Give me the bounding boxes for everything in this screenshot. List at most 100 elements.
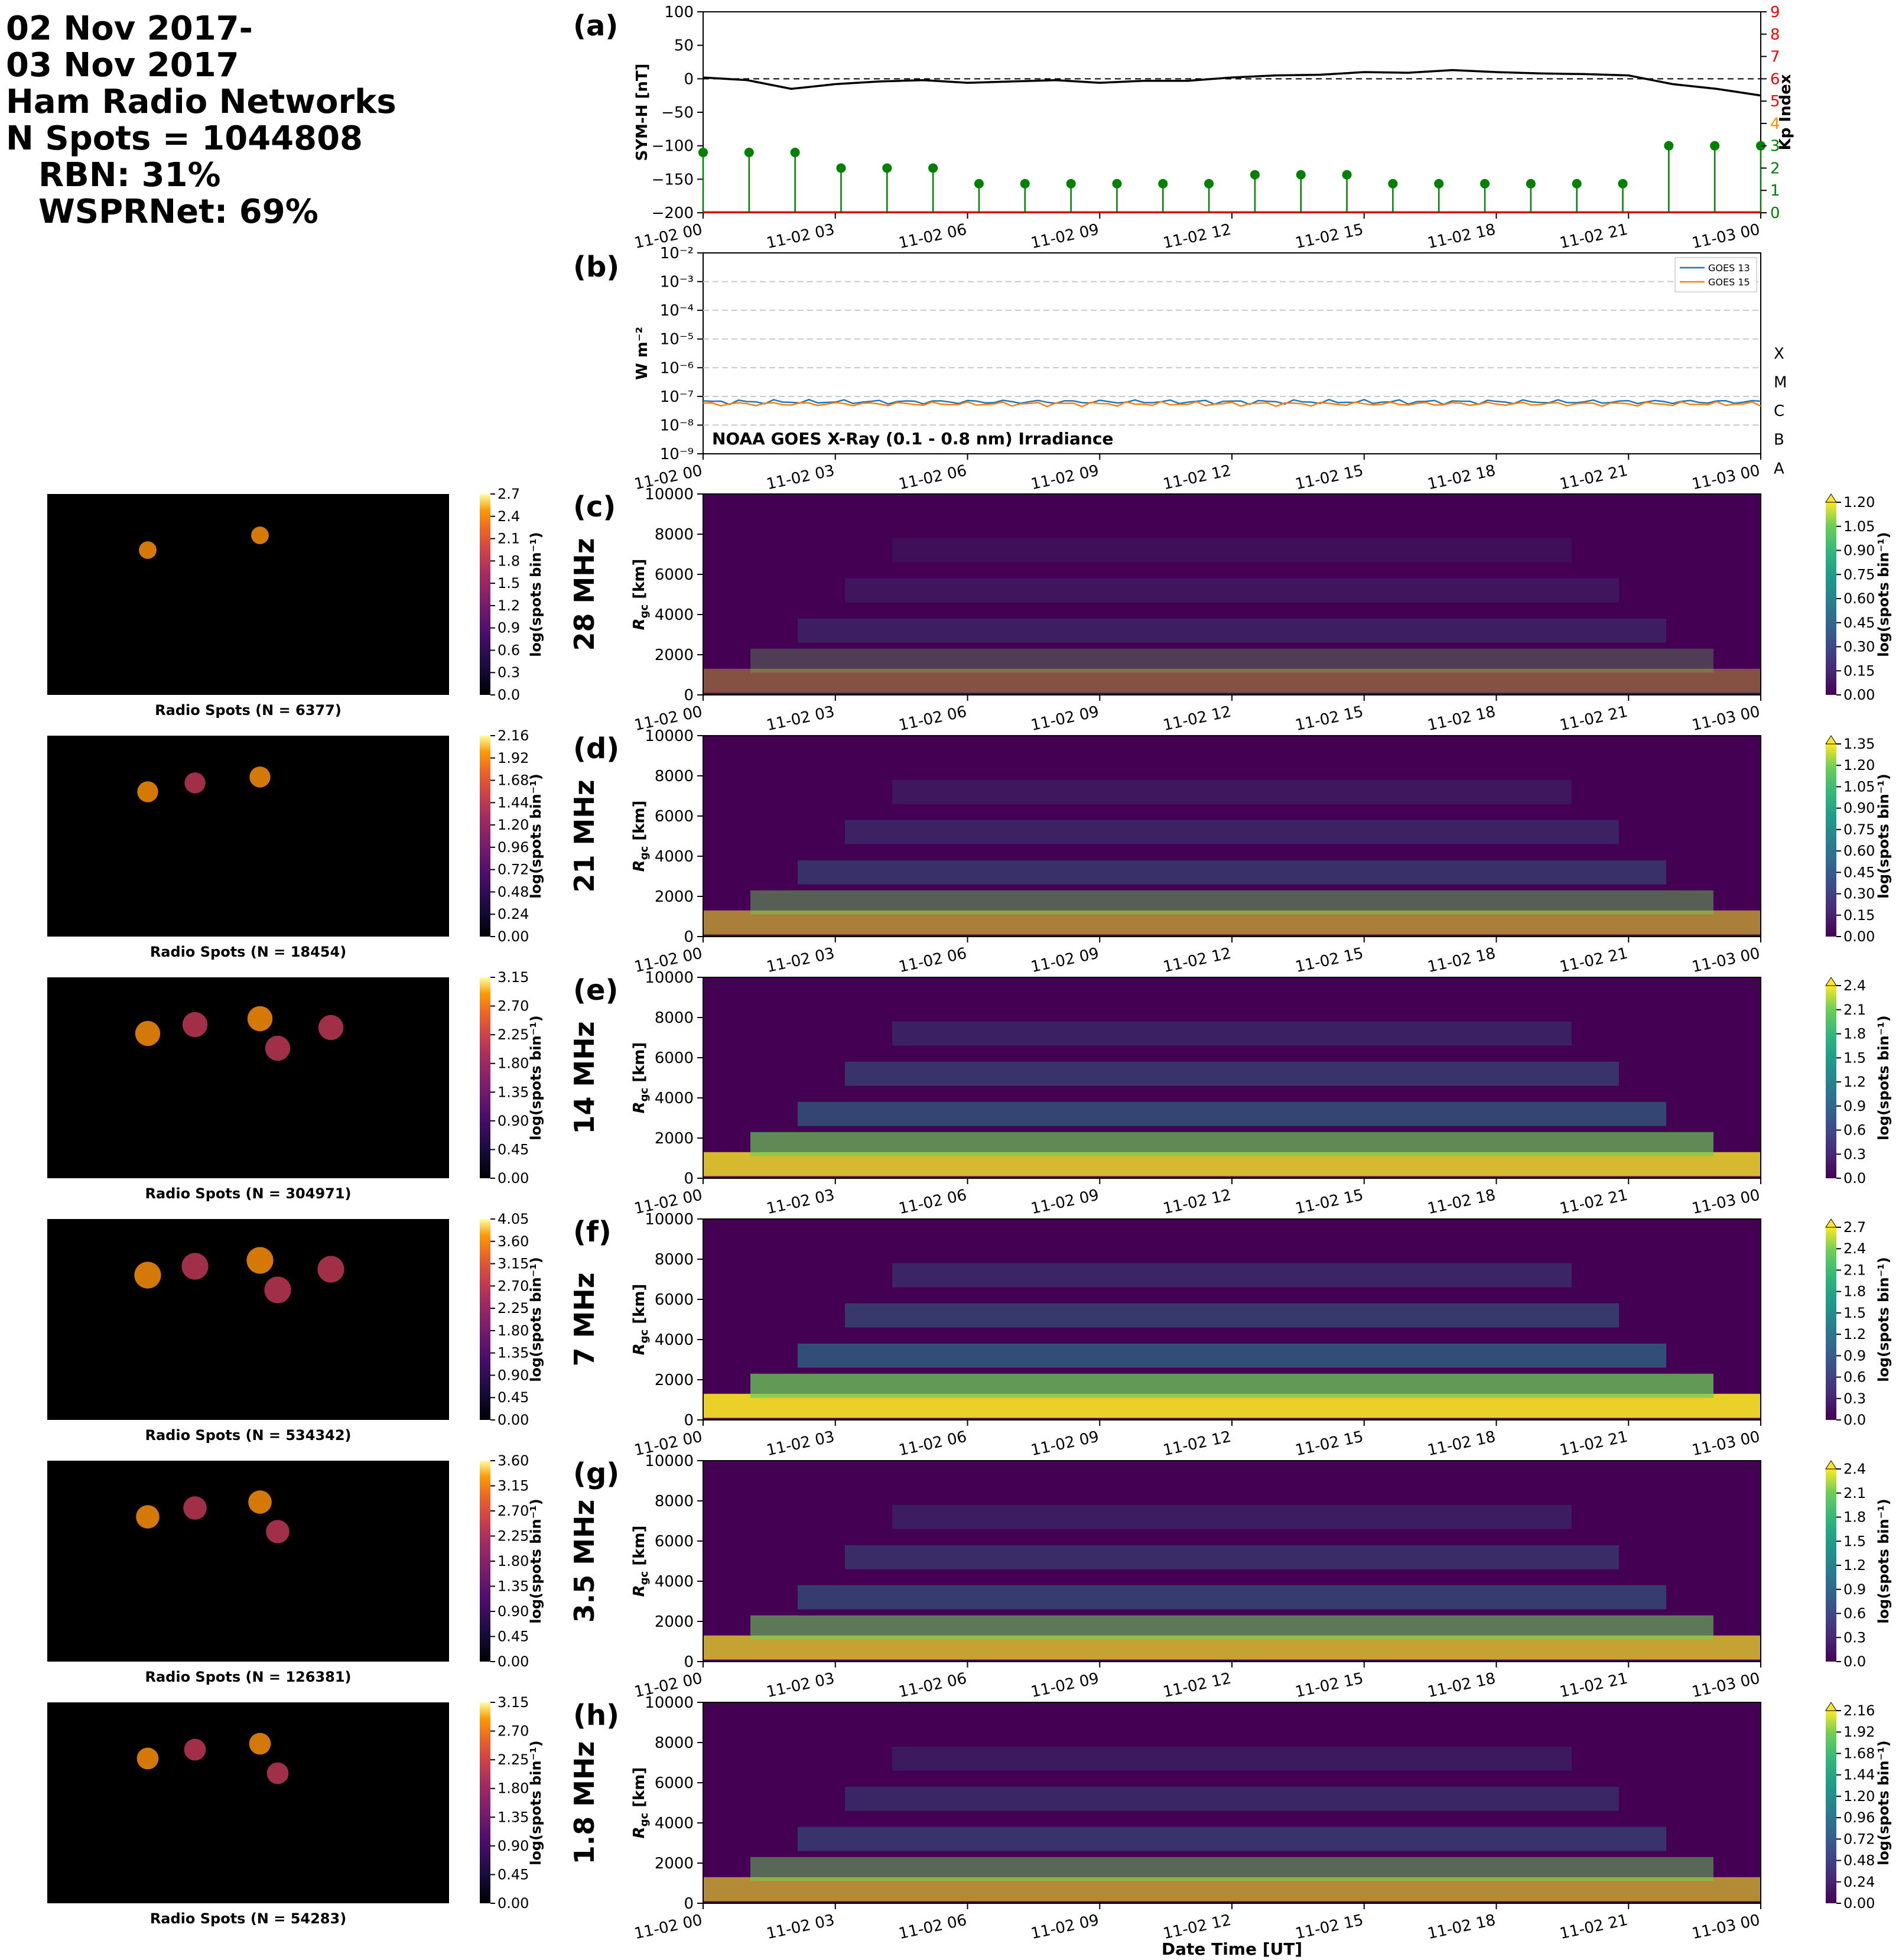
x-tick-label: 11-02 18 xyxy=(1426,1428,1497,1460)
x-tick-label: 11-02 09 xyxy=(1029,1670,1101,1702)
cbar-tick-label: 0.0 xyxy=(1843,1170,1866,1187)
kp-marker xyxy=(1250,170,1260,180)
cbar-label: log(spots bin⁻¹) xyxy=(1875,532,1892,657)
rti-density-band xyxy=(845,1545,1619,1569)
x-tick-label: 11-02 00 xyxy=(633,1912,704,1943)
x-tick-label: 11-02 06 xyxy=(897,703,968,735)
cbar-tick-label: 1.05 xyxy=(1843,518,1875,535)
spot-count-label: Radio Spots (N = 534342) xyxy=(145,1427,351,1444)
rti-density-band xyxy=(750,1857,1713,1881)
y-tick-label: 6000 xyxy=(655,1291,694,1309)
band-row: Radio Spots (N = 6377) 2.7 2.4 2.1 1.8 1.5 1.2… xyxy=(47,486,1892,734)
cbar-tick-label: 0.15 xyxy=(1843,907,1875,924)
rti-density-band xyxy=(892,1746,1572,1771)
cbar-tick-label: 0.30 xyxy=(1843,639,1875,655)
cbar-tick-label: 0.45 xyxy=(497,1866,529,1883)
cbar-label: log(spots bin⁻¹) xyxy=(528,1740,544,1865)
spot-cluster xyxy=(184,1738,206,1761)
cbar-tick-label: 2.1 xyxy=(497,531,520,547)
y-tick-label: 0 xyxy=(684,687,694,704)
y2-tick-label: 2 xyxy=(1770,160,1780,177)
map-colorbar xyxy=(480,494,490,695)
cbar-tick-label: 2.70 xyxy=(497,998,529,1015)
world-map xyxy=(47,494,449,695)
rti-density-band xyxy=(798,1101,1666,1126)
cbar-tick-label: 3.15 xyxy=(497,969,529,986)
spot-cluster xyxy=(136,1505,160,1529)
rti-colorbar xyxy=(1826,986,1836,1178)
cbar-tick-label: 1.44 xyxy=(1843,1767,1875,1783)
spot-cluster xyxy=(249,1733,271,1755)
plot-frame xyxy=(703,11,1761,213)
cbar-tick-label: 0.3 xyxy=(497,664,520,681)
x-tick-label: 11-02 09 xyxy=(1029,221,1101,253)
spot-cluster xyxy=(183,1496,207,1520)
cbar-tick-label: 1.20 xyxy=(1843,1788,1875,1805)
kp-marker xyxy=(1020,178,1030,188)
panel-b: (b) 10⁻² 10⁻³ 10⁻⁴ 10⁻⁵ 10⁻⁶ 10⁻⁷ 10⁻⁸ 10⁻⁹ XMCBA… xyxy=(573,245,1787,493)
cbar-tick-label: 0.6 xyxy=(1843,1122,1866,1139)
spot-count-label: Radio Spots (N = 18454) xyxy=(150,944,346,960)
cbar-extend-arrow xyxy=(1825,977,1837,986)
y-tick-label: 10⁻⁵ xyxy=(660,331,694,349)
y-axis-label: Rgc [km] xyxy=(630,1767,651,1839)
cbar-tick-label: 1.2 xyxy=(1843,1557,1866,1574)
cbar-tick-label: 0.9 xyxy=(497,620,520,636)
kp-marker xyxy=(1158,178,1168,188)
x-tick-label: 11-03 00 xyxy=(1690,1912,1762,1943)
x-tick-label: 11-02 06 xyxy=(897,221,968,253)
cbar-tick-label: 0.00 xyxy=(497,1412,529,1428)
cbar-label: log(spots bin⁻¹) xyxy=(528,1257,544,1382)
rti-density-band xyxy=(892,1263,1572,1288)
y-tick-label: 6000 xyxy=(655,566,694,584)
flare-class-label: B xyxy=(1774,431,1784,449)
cbar-label: log(spots bin⁻¹) xyxy=(1875,1257,1892,1382)
rti-density-band xyxy=(703,668,1761,693)
cbar-tick-label: 1.80 xyxy=(497,1322,529,1339)
rti-density-band xyxy=(798,860,1666,885)
band-frequency-label: 7 MHz xyxy=(568,1272,600,1366)
rti-density-band xyxy=(892,779,1572,804)
goes-series-line xyxy=(703,401,1761,408)
x-tick-label: 11-03 00 xyxy=(1690,221,1762,253)
y-tick-label: 2000 xyxy=(655,1130,694,1148)
cbar-tick-label: 1.35 xyxy=(497,1809,529,1825)
x-tick-label: 11-02 03 xyxy=(765,1428,837,1460)
title-block: 02 Nov 2017- 03 Nov 2017 Ham Radio Netwo… xyxy=(6,11,396,230)
spot-count-label: Radio Spots (N = 126381) xyxy=(145,1669,351,1685)
x-tick-label: 11-02 15 xyxy=(1294,1428,1365,1460)
spot-cluster xyxy=(139,541,157,559)
cbar-tick-label: 1.20 xyxy=(1843,757,1875,773)
band-frequency-label: 3.5 MHz xyxy=(568,1500,600,1623)
y-tick-label: 0 xyxy=(684,1170,694,1188)
cbar-tick-label: 2.1 xyxy=(1843,1485,1866,1501)
y-tick-label: 6000 xyxy=(655,1533,694,1551)
x-tick-label: 11-02 09 xyxy=(1029,945,1101,977)
world-map xyxy=(47,1702,449,1903)
x-tick-label: 11-02 21 xyxy=(1558,1912,1630,1943)
map-colorbar xyxy=(480,977,490,1178)
x-tick-label: 11-02 09 xyxy=(1029,1187,1101,1218)
cbar-tick-label: 1.80 xyxy=(497,1553,529,1569)
cbar-tick-label: 1.68 xyxy=(497,772,529,789)
x-tick-label: 11-02 21 xyxy=(1558,1670,1630,1702)
x-tick-label: 11-02 12 xyxy=(1162,1670,1233,1702)
kp-marker xyxy=(1066,178,1076,188)
spot-cluster xyxy=(246,1247,274,1274)
y-tick-label: 0 xyxy=(684,1895,694,1913)
cbar-tick-label: 2.25 xyxy=(497,1300,529,1317)
x-tick-label: 11-02 09 xyxy=(1029,1428,1101,1460)
kp-marker xyxy=(1112,178,1122,188)
cbar-extend-arrow xyxy=(1825,735,1837,745)
kp-marker xyxy=(698,148,708,157)
y-axis-label: Rgc [km] xyxy=(630,1284,651,1356)
cbar-tick-label: 0.0 xyxy=(1843,1653,1866,1670)
spot-cluster xyxy=(135,1020,161,1046)
cbar-tick-label: 0.45 xyxy=(1843,864,1875,880)
y-tick-label: 8000 xyxy=(655,526,694,544)
y-axis-label: W m⁻² xyxy=(633,327,651,380)
cbar-extend-arrow xyxy=(1825,493,1837,503)
spot-cluster xyxy=(266,1762,289,1785)
cbar-tick-label: 2.4 xyxy=(497,508,520,525)
